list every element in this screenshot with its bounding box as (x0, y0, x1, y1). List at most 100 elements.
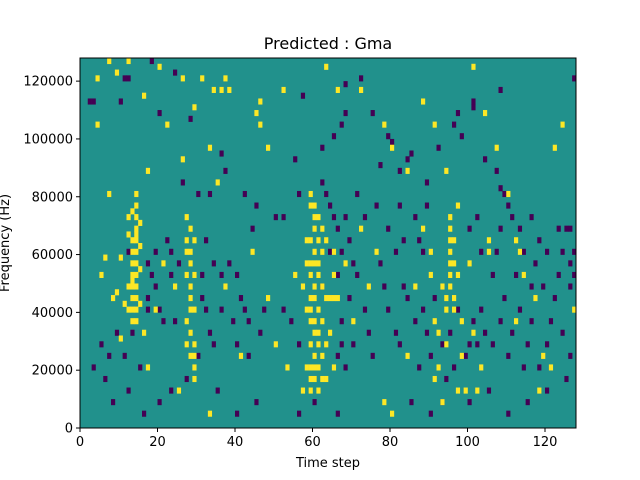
heatmap-cell-high (103, 254, 108, 261)
heatmap-cell-low (165, 237, 170, 244)
heatmap-cell-low (324, 190, 329, 198)
heatmap-cell-high (506, 190, 511, 198)
heatmap-cell-low (211, 341, 216, 348)
heatmap-cell-high (343, 260, 348, 267)
heatmap-cell-low (347, 295, 352, 302)
heatmap-cell-high (324, 375, 329, 383)
heatmap-cell-high (308, 341, 313, 348)
heatmap-cell-high (428, 248, 433, 255)
heatmap-cell-low (510, 329, 515, 336)
heatmap-cell-low (467, 399, 472, 406)
heatmap-cell-high (192, 271, 197, 278)
heatmap-cell-high (316, 214, 321, 221)
heatmap-cell-low (122, 75, 127, 82)
heatmap-cell-high (448, 225, 453, 232)
heatmap-cell-low (417, 364, 422, 371)
heatmap-cell-low (207, 329, 213, 336)
heatmap-cell-high (312, 260, 317, 267)
heatmap-cell-low (215, 387, 220, 394)
heatmap-cell-high (463, 387, 468, 394)
heatmap-cell-low (386, 225, 391, 232)
heatmap-cell-low (126, 387, 131, 394)
heatmap-cell-high (192, 352, 197, 359)
heatmap-cell-low (145, 295, 151, 302)
heatmap-cell-low (529, 283, 534, 290)
heatmap-cell-low (440, 341, 445, 348)
heatmap-cell-low (463, 352, 468, 359)
heatmap-cell-low (339, 248, 344, 255)
heatmap-cell-low (173, 318, 178, 325)
heatmap-cell-high (184, 214, 189, 221)
heatmap-cell-low (281, 214, 286, 221)
heatmap-cell-low (537, 237, 542, 244)
heatmap-cell-high (328, 329, 333, 336)
heatmap-cell-low (118, 98, 123, 105)
heatmap-cell-low (157, 110, 162, 117)
y-tick-label: 40000 (32, 306, 73, 321)
heatmap-cell-low (374, 202, 379, 209)
heatmap-cell-low (231, 318, 236, 325)
heatmap-cell-high (359, 225, 364, 232)
heatmap-cell-low (432, 295, 437, 302)
heatmap-cell-high (258, 121, 263, 128)
heatmap-cell-high (188, 306, 193, 313)
heatmap-cell-low (246, 318, 251, 325)
heatmap-cell-high (107, 190, 112, 198)
heatmap-cell-low (564, 375, 569, 383)
heatmap-cell-low (370, 352, 375, 359)
heatmap-cell-high (312, 329, 317, 336)
heatmap-cell-low (397, 202, 402, 209)
heatmap-cell-low (149, 58, 154, 65)
heatmap-cell-high (188, 352, 193, 359)
heatmap-cell-high (359, 86, 364, 93)
heatmap-cell-low (498, 185, 503, 192)
heatmap-cell-low (359, 75, 364, 82)
heatmap-cell-low (448, 329, 453, 336)
heatmap-cell-low (525, 399, 530, 406)
heatmap-cell-low (335, 225, 340, 232)
heatmap-cell-high (281, 86, 286, 93)
heatmap-cell-low (390, 138, 395, 146)
heatmap-cell-high (300, 387, 306, 394)
heatmap-cell-low (204, 306, 209, 313)
heatmap-cell-low (320, 144, 325, 151)
heatmap-cell-high (552, 144, 557, 151)
heatmap-cell-low (506, 202, 511, 209)
heatmap-cell-low (196, 352, 201, 359)
heatmap-cell-high (432, 318, 437, 325)
heatmap-cell-high (494, 144, 499, 151)
heatmap-cell-low (157, 306, 162, 313)
heatmap-cell-high (138, 266, 143, 273)
heatmap-cell-high (192, 306, 197, 313)
heatmap-cell-low (235, 341, 240, 348)
heatmap-cell-high (351, 318, 356, 325)
heatmap-cell-low (335, 352, 340, 359)
heatmap-cell-high (223, 75, 228, 82)
heatmap-cell-low (409, 399, 414, 406)
heatmap-cell-high (448, 260, 453, 267)
heatmap-cell-low (111, 399, 116, 406)
heatmap-cell-low (126, 248, 131, 255)
heatmap-cell-high (126, 231, 131, 238)
heatmap-cell-low (424, 179, 430, 186)
heatmap-cell-high (184, 271, 189, 278)
heatmap-cell-low (502, 190, 507, 198)
heatmap-cell-high (192, 341, 197, 348)
heatmap-cell-high (320, 375, 325, 383)
heatmap-cell-high (153, 306, 158, 313)
heatmap-cell-low (506, 352, 511, 359)
heatmap-cell-low (169, 387, 174, 394)
heatmap-cell-low (107, 352, 112, 359)
heatmap-cell-low (293, 156, 298, 163)
heatmap-cell-high (459, 318, 464, 325)
heatmap-cell-low (498, 225, 503, 232)
heatmap-cell-high (266, 295, 271, 302)
heatmap-cell-high (111, 295, 116, 302)
heatmap-cell-high (320, 318, 325, 325)
heatmap-cell-high (308, 375, 313, 383)
heatmap-cell-low (502, 295, 507, 302)
heatmap-cell-low (138, 364, 143, 371)
heatmap-cell-high (134, 202, 139, 209)
heatmap-cell-low (529, 318, 534, 325)
heatmap-cell-low (219, 150, 224, 157)
